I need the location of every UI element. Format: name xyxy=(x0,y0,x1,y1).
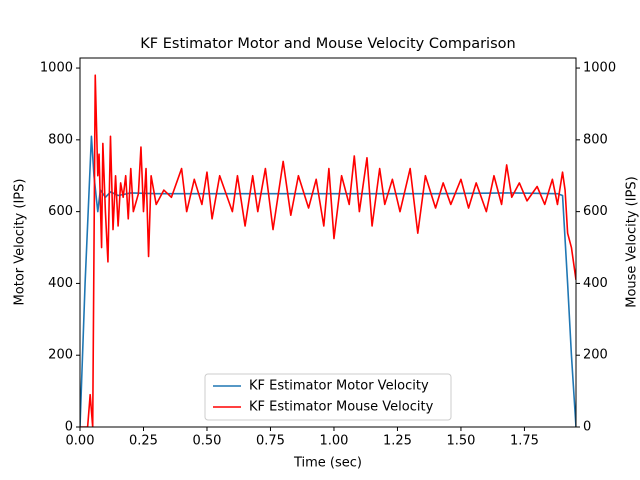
y2-axis-label: Mouse Velocity (IPS) xyxy=(625,176,640,308)
x-tick-label: 0.75 xyxy=(256,434,285,449)
legend-label: KF Estimator Motor Velocity xyxy=(249,379,429,394)
legend-box xyxy=(204,373,452,421)
line xyxy=(80,74,576,427)
y-axis-label: Motor Velocity (IPS) xyxy=(13,179,28,306)
y-tick-label: 0 xyxy=(65,420,73,435)
y2-tick-label: 800 xyxy=(583,132,608,147)
y2-tick-label: 400 xyxy=(583,276,608,291)
y2-tick-label: 600 xyxy=(583,204,608,219)
y2-tick-label: 200 xyxy=(583,348,608,363)
plot-frame xyxy=(79,57,577,428)
x-tick-label: 1.50 xyxy=(446,434,475,449)
x-tick-label: 1.25 xyxy=(383,434,412,449)
legend-label: KF Estimator Mouse Velocity xyxy=(249,400,434,415)
x-tick-label: 1.00 xyxy=(319,434,348,449)
x-axis-label: Time (sec) xyxy=(293,456,362,471)
y2-tick-label: 0 xyxy=(583,420,591,435)
y-tick-label: 400 xyxy=(48,276,73,291)
y-tick-label: 1000 xyxy=(40,61,73,76)
x-tick-label: 0.25 xyxy=(129,434,158,449)
y-tick-label: 600 xyxy=(48,204,73,219)
y-tick-label: 800 xyxy=(48,132,73,147)
y2-tick-label: 1000 xyxy=(583,61,616,76)
x-tick-label: 0.00 xyxy=(66,434,95,449)
x-tick-label: 0.50 xyxy=(193,434,222,449)
y-tick-label: 200 xyxy=(48,348,73,363)
x-tick-label: 1.75 xyxy=(510,434,539,449)
chart-title: KF Estimator Motor and Mouse Velocity Co… xyxy=(140,36,515,52)
